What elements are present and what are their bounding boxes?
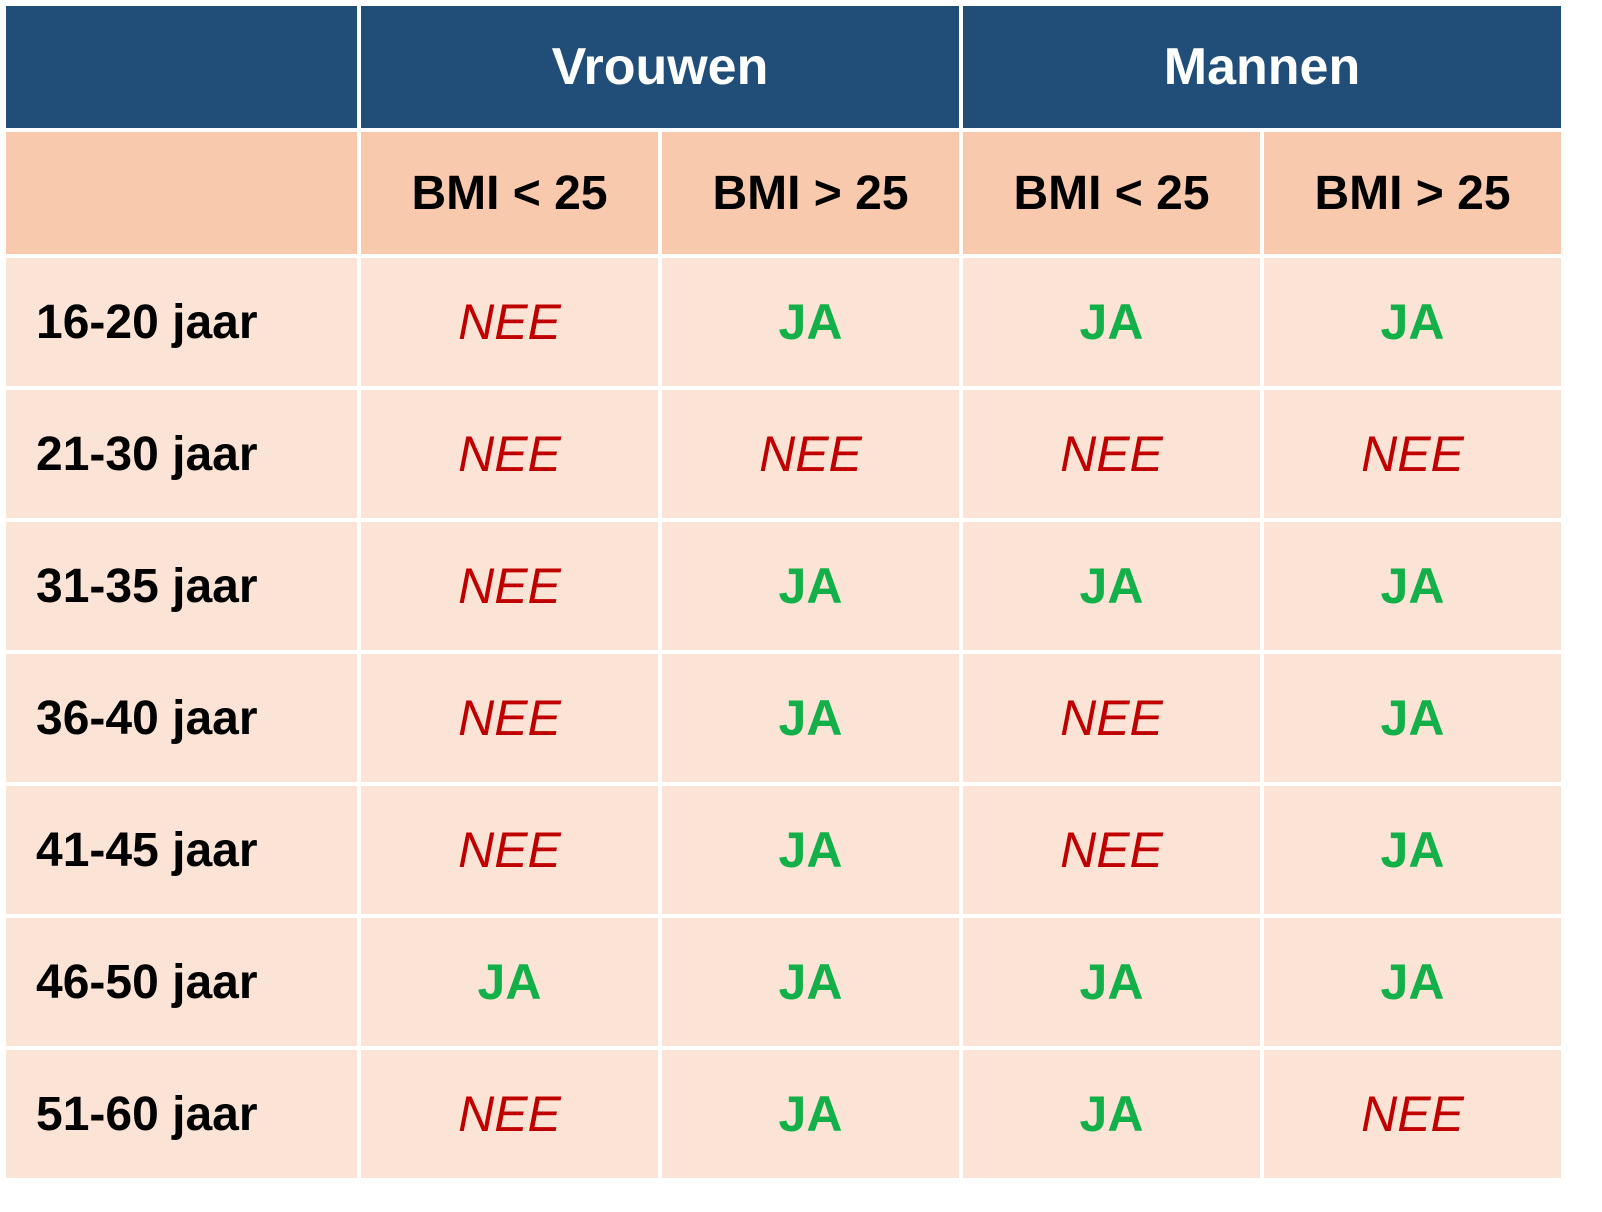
- table-cell: JA: [963, 1050, 1260, 1178]
- row-label: 31-35 jaar: [6, 522, 357, 650]
- table-cell: NEE: [963, 654, 1260, 782]
- table-cell: JA: [662, 258, 959, 386]
- table-cell: JA: [662, 654, 959, 782]
- table-cell: JA: [963, 258, 1260, 386]
- row-label: 21-30 jaar: [6, 390, 357, 518]
- table-cell: NEE: [361, 1050, 658, 1178]
- table-cell: JA: [963, 918, 1260, 1046]
- table-cell: JA: [662, 522, 959, 650]
- table-cell: JA: [662, 1050, 959, 1178]
- subheader-corner: [6, 132, 357, 254]
- table-cell: NEE: [1264, 1050, 1561, 1178]
- table-cell: NEE: [1264, 390, 1561, 518]
- row-label: 41-45 jaar: [6, 786, 357, 914]
- group-header-mannen: Mannen: [963, 6, 1561, 128]
- table-cell: JA: [1264, 918, 1561, 1046]
- row-label: 36-40 jaar: [6, 654, 357, 782]
- bmi-table: Vrouwen Mannen BMI < 25 BMI > 25 BMI < 2…: [6, 6, 1561, 1178]
- table-cell: NEE: [361, 522, 658, 650]
- table-cell: NEE: [361, 786, 658, 914]
- table-cell: JA: [1264, 258, 1561, 386]
- subheader-cell: BMI < 25: [361, 132, 658, 254]
- table-cell: NEE: [963, 390, 1260, 518]
- table-cell: NEE: [361, 258, 658, 386]
- table-cell: JA: [662, 786, 959, 914]
- subheader-cell: BMI > 25: [662, 132, 959, 254]
- subheader-cell: BMI < 25: [963, 132, 1260, 254]
- group-header-vrouwen: Vrouwen: [361, 6, 959, 128]
- table-cell: JA: [662, 918, 959, 1046]
- table-cell: JA: [963, 522, 1260, 650]
- table-cell: JA: [1264, 522, 1561, 650]
- header-corner: [6, 6, 357, 128]
- table-cell: JA: [361, 918, 658, 1046]
- subheader-cell: BMI > 25: [1264, 132, 1561, 254]
- table-cell: JA: [1264, 654, 1561, 782]
- table-cell: NEE: [361, 654, 658, 782]
- row-label: 16-20 jaar: [6, 258, 357, 386]
- row-label: 51-60 jaar: [6, 1050, 357, 1178]
- row-label: 46-50 jaar: [6, 918, 357, 1046]
- table-cell: NEE: [963, 786, 1260, 914]
- table-cell: NEE: [662, 390, 959, 518]
- table-cell: NEE: [361, 390, 658, 518]
- table-cell: JA: [1264, 786, 1561, 914]
